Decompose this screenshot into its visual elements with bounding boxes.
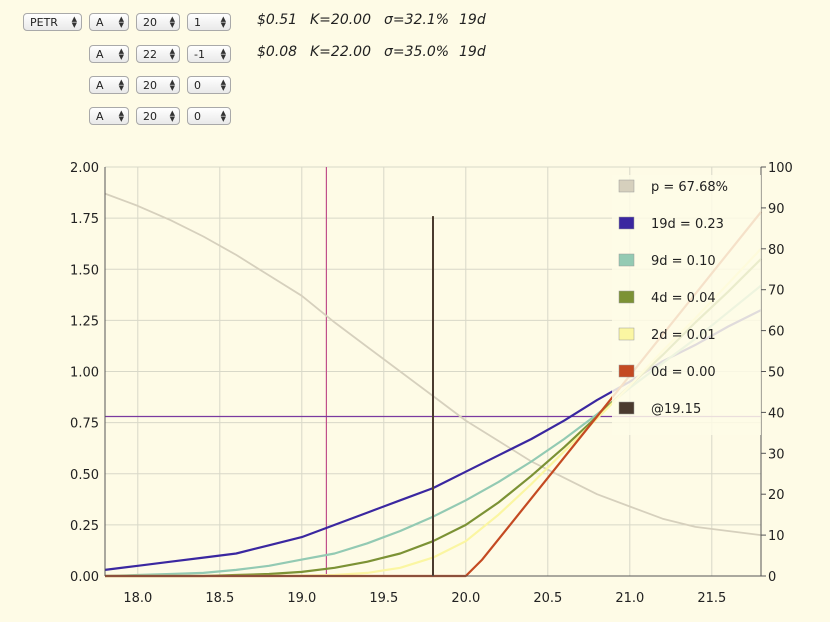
leg-days: 19d: [459, 12, 486, 28]
y-left-tick-label: 0.00: [70, 570, 99, 585]
y-right-tick-label: 70: [768, 284, 785, 299]
symbol-value: PETR: [30, 16, 58, 29]
x-tick-label: 20.0: [451, 591, 480, 606]
y-right-tick-label: 60: [768, 325, 785, 340]
series-select[interactable]: A ▲ ▼: [89, 76, 129, 94]
x-tick-label: 21.0: [615, 591, 644, 606]
quantity-value: 0: [194, 110, 201, 123]
y-right-tick-label: 30: [768, 447, 785, 462]
y-right-tick-label: 20: [768, 488, 785, 503]
leg-row-1: PETR ▲ ▼ A ▲ ▼ 20 ▲ ▼ 1 ▲ ▼ $0.51 K=20.00 σ=…: [0, 12, 830, 35]
quantity-select[interactable]: 0 ▲ ▼: [187, 76, 231, 94]
y-left-tick-label: 1.00: [70, 366, 99, 381]
legend-swatch-at: [618, 401, 635, 415]
y-right-tick-label: 90: [768, 202, 785, 217]
select-arrows-icon: ▲ ▼: [220, 47, 226, 61]
quantity-select[interactable]: 1 ▲ ▼: [187, 13, 231, 31]
series-value: A: [96, 79, 104, 92]
legend-label-d9: 9d = 0.10: [651, 254, 716, 269]
x-tick-label: 18.0: [123, 591, 152, 606]
quantity-value: 0: [194, 79, 201, 92]
select-arrows-icon: ▲ ▼: [169, 109, 175, 123]
y-left-tick-label: 0.25: [70, 519, 99, 534]
strike-select[interactable]: 20 ▲ ▼: [136, 76, 180, 94]
y-right-tick-label: 80: [768, 243, 785, 258]
select-arrows-icon: ▲ ▼: [118, 47, 124, 61]
y-right-tick-label: 0: [768, 570, 776, 585]
select-arrows-icon: ▲ ▼: [169, 15, 175, 29]
legend-swatch-d9: [618, 253, 635, 267]
y-left-tick-label: 1.50: [70, 263, 99, 278]
legend-swatch-d4: [618, 290, 635, 304]
x-tick-label: 19.0: [287, 591, 316, 606]
leg-days: 19d: [459, 44, 486, 60]
legend-swatch-d19: [618, 216, 635, 230]
leg-row-2: A ▲ ▼ 22 ▲ ▼ -1 ▲ ▼ $0.08 K=22.00 σ=35.0% 1…: [0, 44, 830, 67]
leg-strike-text: K=20.00: [310, 12, 371, 28]
x-tick-label: 18.5: [205, 591, 234, 606]
chart-axes: 18.0 18.5 19.0 19.5 20.0 20.5 21.0 21.5 0.00 0.25…: [70, 161, 793, 606]
series-value: A: [96, 110, 104, 123]
leg-volatility: σ=32.1%: [384, 12, 450, 28]
leg-row-3: A ▲ ▼ 20 ▲ ▼ 0 ▲ ▼: [0, 76, 830, 98]
legend-swatch-probability: [618, 179, 635, 193]
strike-select[interactable]: 22 ▲ ▼: [136, 45, 180, 63]
symbol-select[interactable]: PETR ▲ ▼: [23, 13, 82, 31]
legend-swatch-d0: [618, 364, 635, 378]
y-left-tick-label: 1.25: [70, 314, 99, 329]
y-right-tick-label: 100: [768, 161, 793, 176]
series-select[interactable]: A ▲ ▼: [89, 13, 129, 31]
chart-legend: p = 67.68% 19d = 0.23 9d = 0.10 4d = 0.04 2d…: [612, 175, 761, 435]
controls-panel: PETR ▲ ▼ A ▲ ▼ 20 ▲ ▼ 1 ▲ ▼ $0.51 K=20.00 σ=…: [0, 0, 830, 140]
legend-label-d0: 0d = 0.00: [651, 365, 716, 380]
series-select[interactable]: A ▲ ▼: [89, 107, 129, 125]
legend-label-probability: p = 67.68%: [651, 180, 728, 195]
quantity-select[interactable]: 0 ▲ ▼: [187, 107, 231, 125]
strike-value: 22: [143, 48, 157, 61]
select-arrows-icon: ▲ ▼: [220, 78, 226, 92]
leg-strike-text: K=22.00: [310, 44, 371, 60]
y-right-tick-label: 40: [768, 406, 785, 421]
quantity-value: -1: [194, 48, 205, 61]
strike-select[interactable]: 20 ▲ ▼: [136, 13, 180, 31]
leg-row-4: A ▲ ▼ 20 ▲ ▼ 0 ▲ ▼: [0, 107, 830, 129]
legend-label-at: @19.15: [651, 402, 701, 417]
strike-value: 20: [143, 79, 157, 92]
leg-volatility: σ=35.0%: [384, 44, 450, 60]
select-arrows-icon: ▲ ▼: [169, 47, 175, 61]
legend-box: [612, 175, 761, 435]
select-arrows-icon: ▲ ▼: [169, 78, 175, 92]
select-arrows-icon: ▲ ▼: [220, 15, 226, 29]
legend-label-d2: 2d = 0.01: [651, 328, 716, 343]
x-tick-label: 21.5: [697, 591, 726, 606]
y-left-tick-label: 1.75: [70, 212, 99, 227]
legend-swatch-d2: [618, 327, 635, 341]
quantity-value: 1: [194, 16, 201, 29]
select-arrows-icon: ▲ ▼: [71, 15, 77, 29]
x-tick-label: 19.5: [369, 591, 398, 606]
strike-value: 20: [143, 16, 157, 29]
series-select[interactable]: A ▲ ▼: [89, 45, 129, 63]
payoff-chart[interactable]: 18.0 18.5 19.0 19.5 20.0 20.5 21.0 21.5 0.00 0.25…: [0, 150, 830, 612]
select-arrows-icon: ▲ ▼: [118, 78, 124, 92]
y-left-tick-label: 0.50: [70, 468, 99, 483]
series-value: A: [96, 16, 104, 29]
strike-value: 20: [143, 110, 157, 123]
x-tick-label: 20.5: [533, 591, 562, 606]
series-value: A: [96, 48, 104, 61]
strike-select[interactable]: 20 ▲ ▼: [136, 107, 180, 125]
leg-price: $0.08: [257, 44, 298, 60]
quantity-select[interactable]: -1 ▲ ▼: [187, 45, 231, 63]
select-arrows-icon: ▲ ▼: [118, 15, 124, 29]
y-left-tick-label: 0.75: [70, 417, 99, 432]
legend-label-d4: 4d = 0.04: [651, 291, 716, 306]
y-right-tick-label: 10: [768, 529, 785, 544]
select-arrows-icon: ▲ ▼: [118, 109, 124, 123]
y-left-tick-label: 2.00: [70, 161, 99, 176]
select-arrows-icon: ▲ ▼: [220, 109, 226, 123]
legend-label-d19: 19d = 0.23: [651, 217, 724, 232]
leg-price: $0.51: [257, 12, 298, 28]
y-right-tick-label: 50: [768, 366, 785, 381]
